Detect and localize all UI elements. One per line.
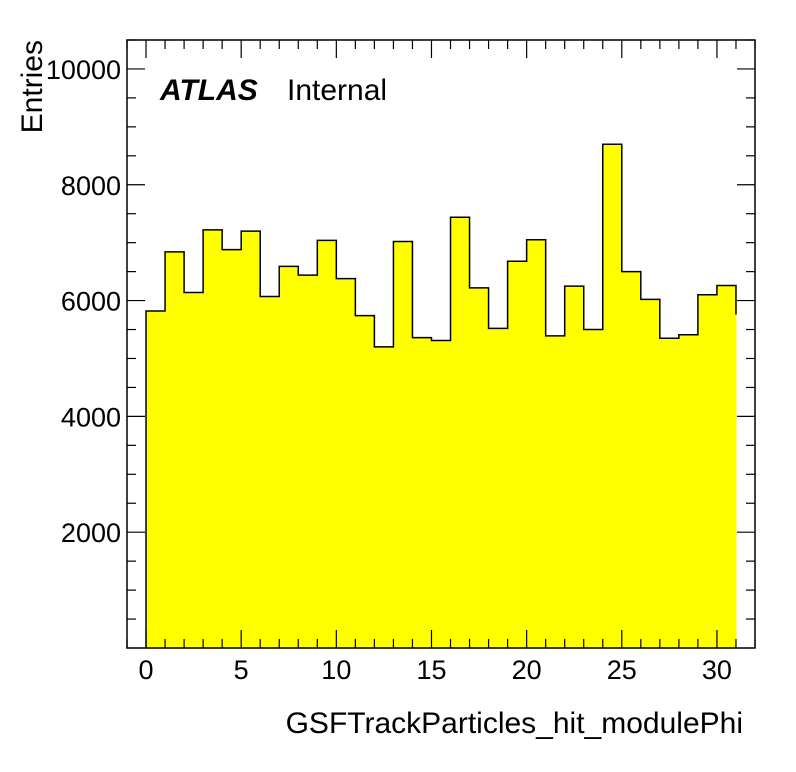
internal-label: Internal [287,74,387,107]
x-tick-label: 30 [702,655,732,685]
histogram-bar [640,299,661,648]
histogram-bar [203,229,223,648]
y-axis-tick-labels: 2000 4000 6000 8000 10000 [46,55,121,548]
histogram-bar [469,287,490,648]
x-tick-label: 5 [234,655,249,685]
histogram-bar [146,310,166,648]
x-tick-label: 25 [607,655,637,685]
histogram-bar [526,239,547,648]
histogram-bar [317,240,337,649]
histogram-bar [488,328,509,648]
histogram-bar [355,315,375,648]
histogram-bar [716,285,737,648]
histogram-bar [583,329,604,648]
histogram-bar [431,340,452,648]
x-tick-label: 0 [139,655,154,685]
histogram-bar [241,231,261,649]
histogram-bar [279,266,299,648]
y-tick-label: 10000 [46,55,121,85]
histogram-bar [393,241,413,648]
histogram-bar [697,294,718,648]
histogram-bar [184,292,204,648]
x-tick-label: 10 [321,655,351,685]
histogram-bar [412,337,432,648]
y-tick-label: 8000 [61,171,121,201]
histogram-bar [165,251,185,648]
y-tick-label: 6000 [61,287,121,317]
y-axis-ticks [127,39,755,620]
histogram-bar [507,261,528,648]
histogram-bar [659,338,680,648]
histogram-bar [602,144,623,648]
histogram-bar [260,296,280,648]
atlas-label: ATLAS [159,74,258,107]
x-axis-tick-labels: 0 5 10 15 20 25 30 [139,655,732,685]
x-tick-label: 20 [512,655,542,685]
histogram-outline [145,143,737,648]
histogram-bars [146,144,737,649]
x-axis-ticks [126,40,756,648]
histogram-bar [545,335,566,648]
histogram-bar [621,271,642,648]
histogram-bar [678,334,699,648]
histogram-bar [450,217,471,648]
histogram-bar [298,275,318,648]
histogram-bar [564,286,585,648]
x-axis-label: GSFTrackParticles_hit_modulePhi [286,707,743,740]
plot-frame [126,39,756,649]
histogram-bar [336,278,356,648]
y-tick-label: 4000 [61,402,121,432]
y-axis-label: Entries [16,40,49,133]
y-tick-label: 2000 [61,518,121,548]
histogram-bar [374,346,394,648]
histogram-bar [222,249,242,648]
x-tick-label: 15 [416,655,446,685]
